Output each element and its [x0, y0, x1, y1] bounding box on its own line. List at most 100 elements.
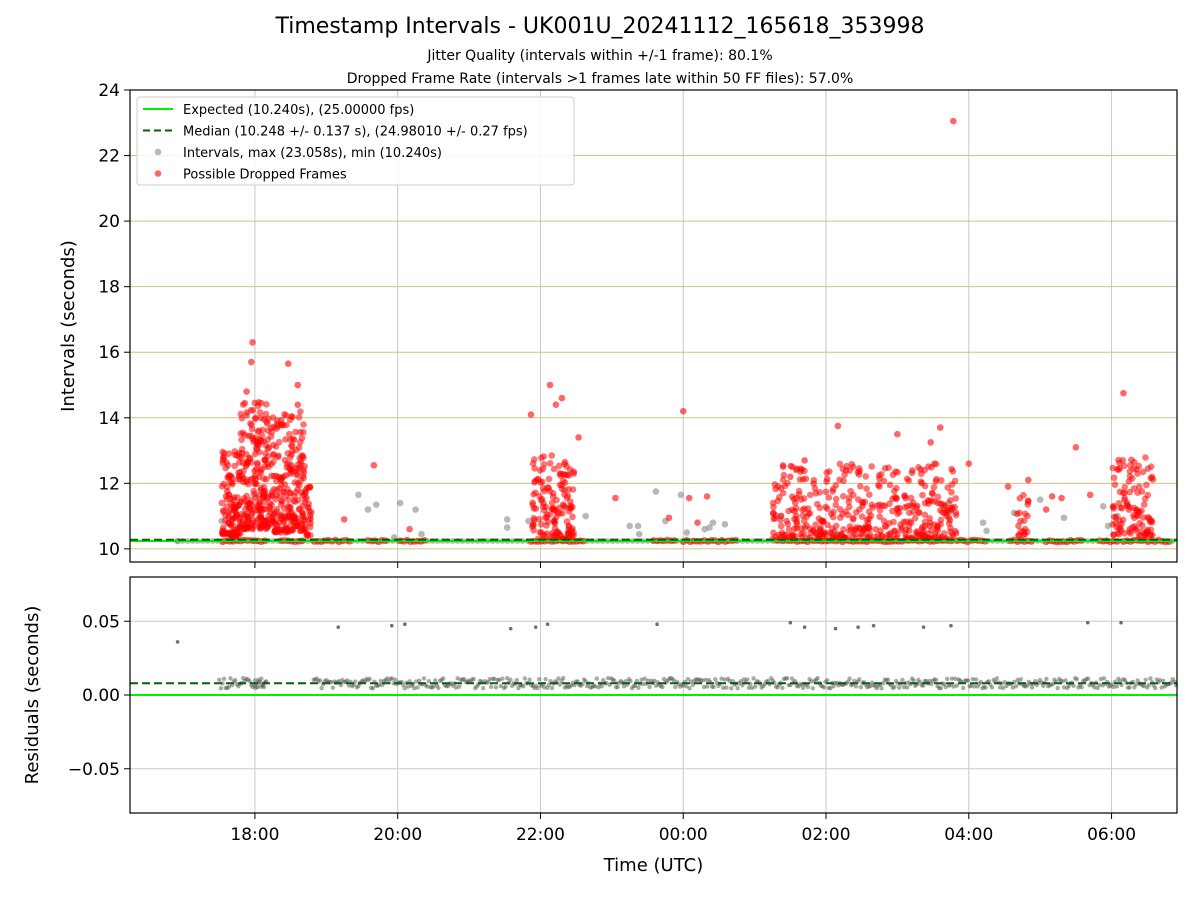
dropped-frame-point: [1128, 456, 1135, 464]
dropped-frame-point: [797, 530, 805, 538]
residual-outlier-point: [403, 622, 407, 626]
dropped-frame-point: [290, 436, 298, 444]
dropped-frame-point: [679, 407, 687, 415]
residual-point: [259, 676, 264, 681]
residual-outlier-point: [802, 625, 807, 629]
dropped-frame-point: [292, 428, 299, 436]
residual-point: [978, 679, 984, 685]
residual-point: [514, 677, 520, 683]
dropped-frame-point: [261, 456, 269, 463]
dropped-frame-point: [297, 460, 304, 468]
residual-point: [441, 676, 446, 681]
dropped-frame-point: [831, 528, 838, 535]
residual-point: [647, 684, 652, 690]
dropped-frame-point: [288, 468, 295, 476]
residual-point: [433, 678, 438, 683]
residual-point: [537, 676, 542, 682]
residual-point: [858, 684, 864, 690]
dropped-frame-point: [948, 504, 956, 511]
dropped-frame-point: [223, 459, 230, 466]
interval-point: [1036, 496, 1044, 504]
dropped-frame-point: [406, 525, 413, 533]
residual-point: [522, 676, 528, 681]
dropped-frame-point: [1021, 510, 1029, 518]
residual-point: [905, 685, 910, 690]
legend-entry-label: Possible Dropped Frames: [183, 168, 347, 183]
dropped-frame-point: [558, 394, 566, 402]
residual-point: [535, 685, 540, 691]
dropped-frame-point: [862, 473, 869, 480]
dropped-frame-point: [224, 474, 231, 481]
dropped-frame-point: [1110, 513, 1118, 521]
interval-point: [634, 522, 642, 530]
residual-point: [892, 684, 897, 689]
dropped-frame-point: [926, 514, 933, 522]
dropped-frame-point: [800, 495, 808, 502]
dropped-frame-point: [280, 473, 287, 480]
dropped-frame-point: [813, 500, 821, 508]
dropped-frame-point: [1111, 481, 1119, 489]
dropped-frame-point: [1130, 465, 1138, 472]
dropped-frame-point: [824, 521, 832, 529]
residual-point: [1146, 682, 1152, 688]
interval-point: [706, 524, 713, 531]
dropped-frame-point: [225, 491, 233, 499]
dropped-frame-point: [545, 475, 553, 483]
dropped-frame-point: [876, 475, 883, 483]
dropped-frame-point: [567, 498, 574, 505]
intervals-y-tick-label: 22: [98, 147, 120, 167]
dropped-frame-point: [823, 475, 831, 483]
x-axis-label: Time (UTC): [603, 855, 704, 876]
dropped-frame-point: [570, 529, 577, 536]
dropped-frame-point: [847, 487, 854, 495]
dropped-frame-point: [788, 493, 796, 500]
dropped-frame-point: [819, 532, 827, 540]
dropped-frame-point: [230, 496, 237, 503]
dropped-frame-point: [291, 516, 298, 523]
interval-point: [1060, 514, 1068, 522]
dropped-frame-point: [918, 479, 926, 487]
dropped-frame-point: [270, 423, 278, 431]
dropped-frame-point: [812, 529, 820, 537]
residual-point: [831, 683, 836, 689]
dropped-frame-point: [246, 454, 253, 462]
dropped-frame-point: [885, 464, 892, 471]
interval-point: [1099, 502, 1107, 510]
dropped-frame-point: [283, 460, 291, 468]
dropped-frame-point: [785, 526, 793, 533]
dropped-frame-point: [908, 469, 916, 477]
dropped-frame-point: [229, 480, 236, 488]
residual-point: [421, 676, 427, 681]
residual-point: [557, 682, 563, 687]
dropped-frame-point: [928, 464, 935, 471]
dropped-frame-point: [575, 434, 582, 441]
dropped-frame-point: [930, 483, 938, 491]
dropped-frame-point: [919, 491, 926, 499]
residual-point: [701, 684, 707, 690]
dropped-frame-point: [237, 410, 245, 418]
dropped-frame-point: [569, 486, 577, 493]
dropped-frame-point: [273, 492, 280, 499]
dropped-frame-point: [303, 532, 311, 539]
residual-point: [546, 682, 552, 688]
residual-point: [594, 676, 600, 681]
dropped-frame-point: [570, 470, 578, 477]
legend: Expected (10.240s), (25.00000 fps) Median…: [136, 96, 575, 186]
residual-point: [729, 686, 734, 691]
dropped-frame-point: [1115, 525, 1123, 533]
dropped-frame-point: [792, 466, 800, 474]
residual-outlier-point: [336, 625, 341, 629]
dropped-frame-point: [774, 483, 782, 490]
residual-point: [810, 686, 816, 691]
dropped-frame-point: [850, 514, 857, 522]
chart-title: Timestamp Intervals - UK001U_20241112_16…: [275, 14, 925, 39]
dropped-frame-point: [856, 506, 863, 513]
dropped-frame-point: [863, 516, 871, 524]
dropped-frame-point: [241, 525, 248, 532]
dropped-frame-point: [251, 480, 259, 488]
residual-point: [900, 677, 905, 683]
dropped-frame-point: [550, 465, 558, 473]
dropped-frame-point: [220, 450, 228, 457]
residual-point: [521, 684, 526, 689]
